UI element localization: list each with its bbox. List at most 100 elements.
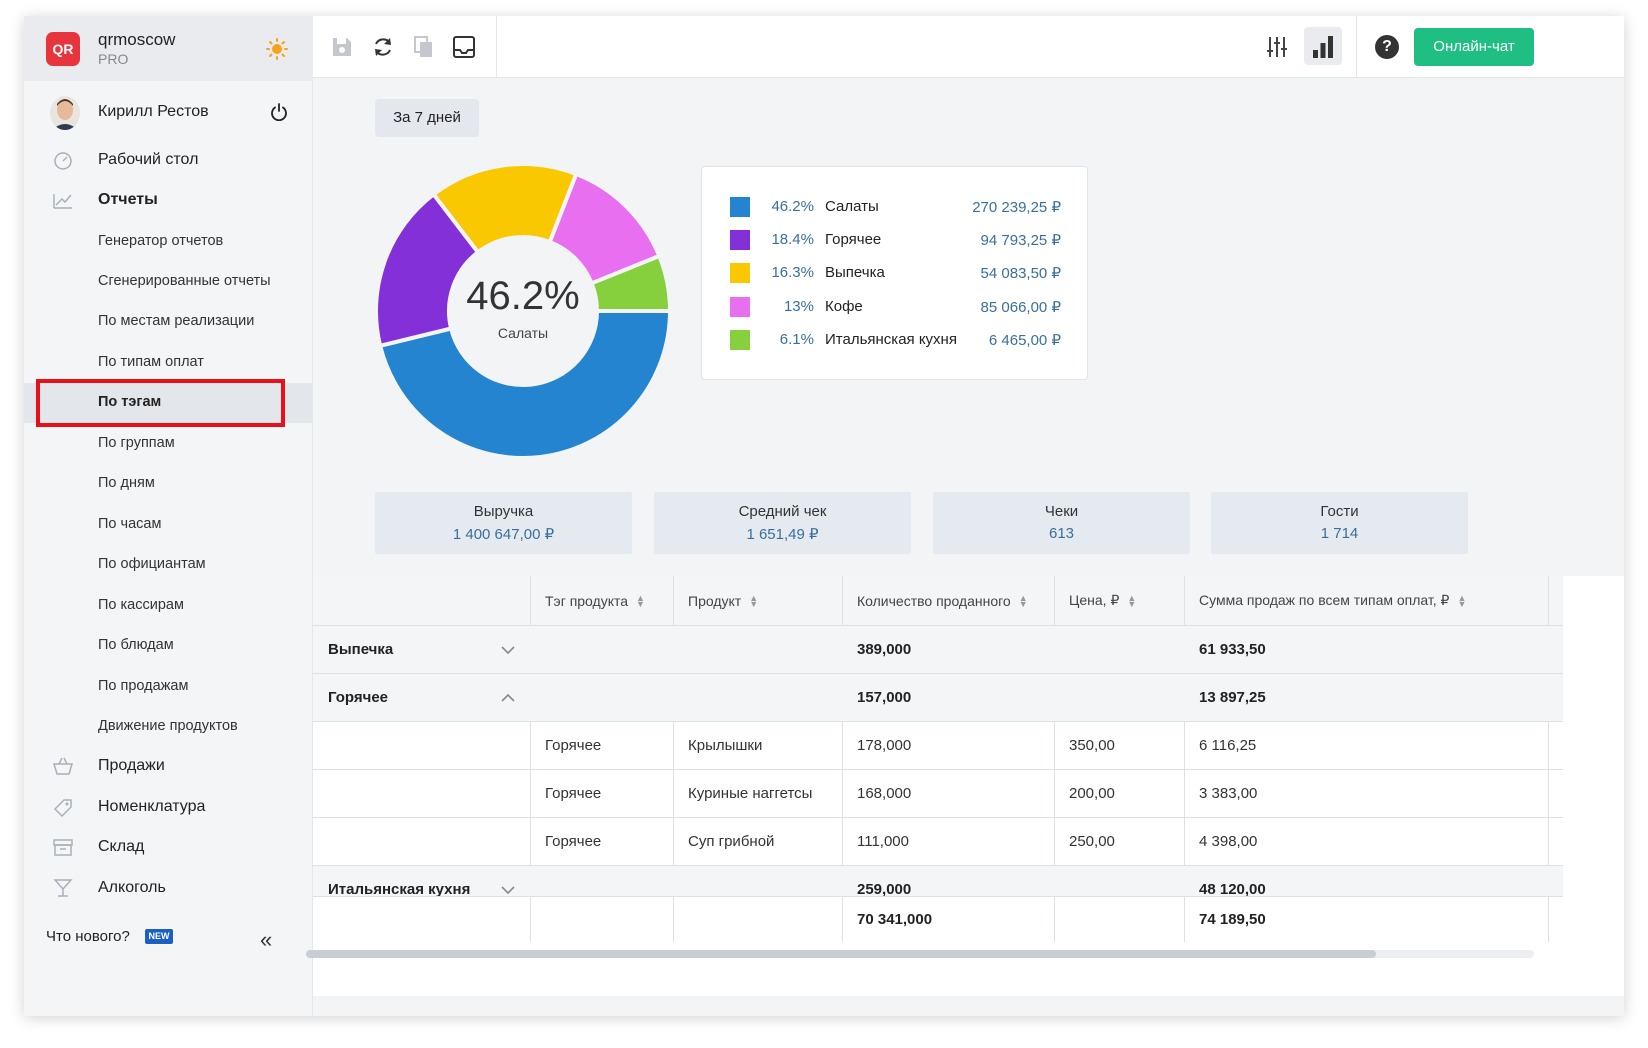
cell-quantity: 111,000: [857, 833, 909, 850]
legend-row[interactable]: 13% Кофе 85 066,00 ₽: [702, 295, 1089, 319]
sun-icon[interactable]: [266, 38, 288, 60]
donut-slice-1[interactable]: [374, 191, 481, 349]
sort-icon[interactable]: ▲ ▼: [636, 592, 645, 609]
kpi-checks: Чеки 613: [933, 492, 1190, 554]
new-badge: NEW: [145, 929, 173, 944]
nav-warehouse[interactable]: Склад: [24, 828, 313, 866]
kpi-guests: Гости 1 714: [1211, 492, 1468, 554]
column-header-tag[interactable]: Тэг продукта ▲ ▼: [530, 576, 645, 625]
sidebar-item-by-tags[interactable]: По тэгам: [24, 383, 313, 423]
table-row[interactable]: Горячее Суп грибной 111,000 250,00 4 398…: [313, 818, 1563, 866]
online-chat-button[interactable]: Онлайн-чат: [1414, 28, 1534, 66]
basket-icon: [52, 757, 74, 775]
nav-sales[interactable]: Продажи: [24, 747, 313, 785]
save-icon[interactable]: [330, 35, 354, 59]
power-icon[interactable]: [270, 103, 288, 121]
column-header-quantity[interactable]: Количество проданного ▲ ▼: [842, 576, 1028, 625]
sidebar-item-label: По продажам: [98, 678, 189, 694]
sidebar-item-product-movement[interactable]: Движение продуктов: [24, 707, 313, 745]
sort-icon[interactable]: ▲ ▼: [1127, 592, 1137, 609]
legend-row[interactable]: 6.1% Итальянская кухня 6 465,00 ₽: [702, 328, 1089, 352]
brand-header[interactable]: QR qrmoscow PRO: [24, 16, 313, 81]
cell-sum: 4 398,00: [1199, 833, 1258, 850]
filter-sliders-icon[interactable]: [1265, 35, 1289, 59]
donut-slice-0[interactable]: [377, 309, 672, 460]
user-name: Кирилл Рестов: [98, 103, 209, 120]
period-button[interactable]: За 7 дней: [375, 99, 479, 137]
horizontal-scrollbar-thumb[interactable]: [306, 950, 1376, 958]
user-row[interactable]: Кирилл Рестов: [24, 91, 313, 135]
chevron-up-icon[interactable]: [500, 690, 516, 706]
sidebar-item-report-generator[interactable]: Генератор отчетов: [24, 222, 313, 260]
nav-reports-label: Отчеты: [98, 191, 158, 208]
cell-quantity: 178,000: [857, 737, 912, 754]
chart-view-button[interactable]: [1304, 27, 1342, 65]
legend-value: 85 066,00 ₽: [980, 299, 1061, 316]
column-header-product[interactable]: Продукт ▲ ▼: [673, 576, 758, 625]
inbox-icon[interactable]: [452, 35, 476, 59]
kpi-title: Чеки: [1044, 503, 1079, 520]
legend-row[interactable]: 16.3% Выпечка 54 083,50 ₽: [702, 261, 1089, 285]
legend-swatch: [730, 297, 750, 317]
sidebar-item-by-cashiers[interactable]: По кассирам: [24, 586, 313, 624]
sidebar-item-by-sales[interactable]: По продажам: [24, 667, 313, 705]
nav-reports[interactable]: Отчеты: [24, 181, 313, 219]
sort-icon[interactable]: ▲ ▼: [749, 592, 759, 609]
legend-percent: 6.1%: [779, 331, 814, 348]
table-row[interactable]: Горячее Куриные наггетсы 168,000 200,00 …: [313, 770, 1563, 818]
legend-row[interactable]: 18.4% Горячее 94 793,25 ₽: [702, 228, 1089, 252]
nav-alcohol[interactable]: Алкоголь: [24, 869, 313, 907]
sidebar-item-by-hours[interactable]: По часам: [24, 505, 313, 543]
help-icon[interactable]: ?: [1375, 35, 1399, 59]
refresh-icon[interactable]: [371, 35, 395, 59]
sort-icon[interactable]: ▲ ▼: [1018, 592, 1028, 609]
legend-row[interactable]: 46.2% Салаты 270 239,25 ₽: [702, 195, 1089, 219]
legend-value: 54 083,50 ₽: [980, 265, 1061, 282]
cell-sum: 6 116,25: [1199, 737, 1257, 754]
nav-nomenclature-label: Номенклатура: [98, 798, 206, 815]
sidebar-item-by-payment-type[interactable]: По типам оплат: [24, 343, 313, 381]
toolbar-divider: [1356, 16, 1357, 78]
kpi-average-check: Средний чек 1 651,49 ₽: [654, 492, 911, 554]
group-quantity: 389,000: [857, 641, 912, 658]
group-sum: 61 933,50: [1199, 641, 1266, 658]
cell-product: Куриные наггетсы: [688, 785, 813, 802]
table-row[interactable]: Горячее Крылышки 178,000 350,00 6 116,25: [313, 722, 1563, 770]
chevron-down-icon[interactable]: [500, 642, 516, 658]
sidebar-item-label: По местам реализации: [98, 313, 255, 329]
sidebar-item-generated-reports[interactable]: Сгенерированные отчеты: [24, 262, 313, 300]
column-header-label: Продукт: [688, 592, 742, 609]
sidebar-item-by-groups[interactable]: По группам: [24, 424, 313, 462]
kpi-revenue: Выручка 1 400 647,00 ₽: [375, 492, 632, 554]
donut-center-value: 46.2%: [466, 274, 580, 318]
sidebar-item-by-waiters[interactable]: По официантам: [24, 545, 313, 583]
nav-warehouse-label: Склад: [98, 838, 145, 855]
column-header-label: Количество проданного: [857, 592, 1011, 609]
whats-new[interactable]: Что нового? NEW «: [24, 911, 313, 961]
chevron-down-icon[interactable]: [500, 882, 516, 898]
sidebar-item-by-days[interactable]: По дням: [24, 464, 313, 502]
kpi-value: 1 651,49 ₽: [746, 526, 819, 543]
kpi-title: Выручка: [473, 503, 534, 520]
nav-desktop[interactable]: Рабочий стол: [24, 141, 313, 179]
cell-sum: 3 383,00: [1199, 785, 1258, 802]
sidebar-item-by-location[interactable]: По местам реализации: [24, 302, 313, 340]
cell-product: Крылышки: [688, 737, 763, 754]
nav-nomenclature[interactable]: Номенклатура: [24, 788, 313, 826]
cell-tag: Горячее: [545, 833, 602, 850]
table-group-row[interactable]: Выпечка 389,000 61 933,50: [313, 626, 1563, 674]
cell-price: 350,00: [1069, 737, 1115, 754]
sidebar-item-by-dishes[interactable]: По блюдам: [24, 626, 313, 664]
legend-name: Выпечка: [825, 264, 885, 281]
table-group-row[interactable]: Итальянская кухня 259,000 48 120,00: [313, 866, 1563, 900]
collapse-sidebar-icon[interactable]: «: [260, 927, 273, 952]
app-window: QR qrmoscow PRO Кирилл Рестов: [24, 16, 1624, 1016]
table-group-row[interactable]: Горячее 157,000 13 897,25: [313, 674, 1563, 722]
sort-icon[interactable]: ▲ ▼: [1457, 592, 1467, 609]
column-header-sum[interactable]: Сумма продаж по всем типам оплат, ₽ ▲ ▼: [1184, 576, 1466, 625]
copy-icon[interactable]: [412, 35, 436, 59]
donut-slice-4[interactable]: [589, 253, 672, 313]
legend-name: Горячее: [825, 231, 882, 248]
column-header-price[interactable]: Цена, ₽ ▲ ▼: [1054, 576, 1136, 625]
cocktail-icon: [53, 879, 73, 897]
